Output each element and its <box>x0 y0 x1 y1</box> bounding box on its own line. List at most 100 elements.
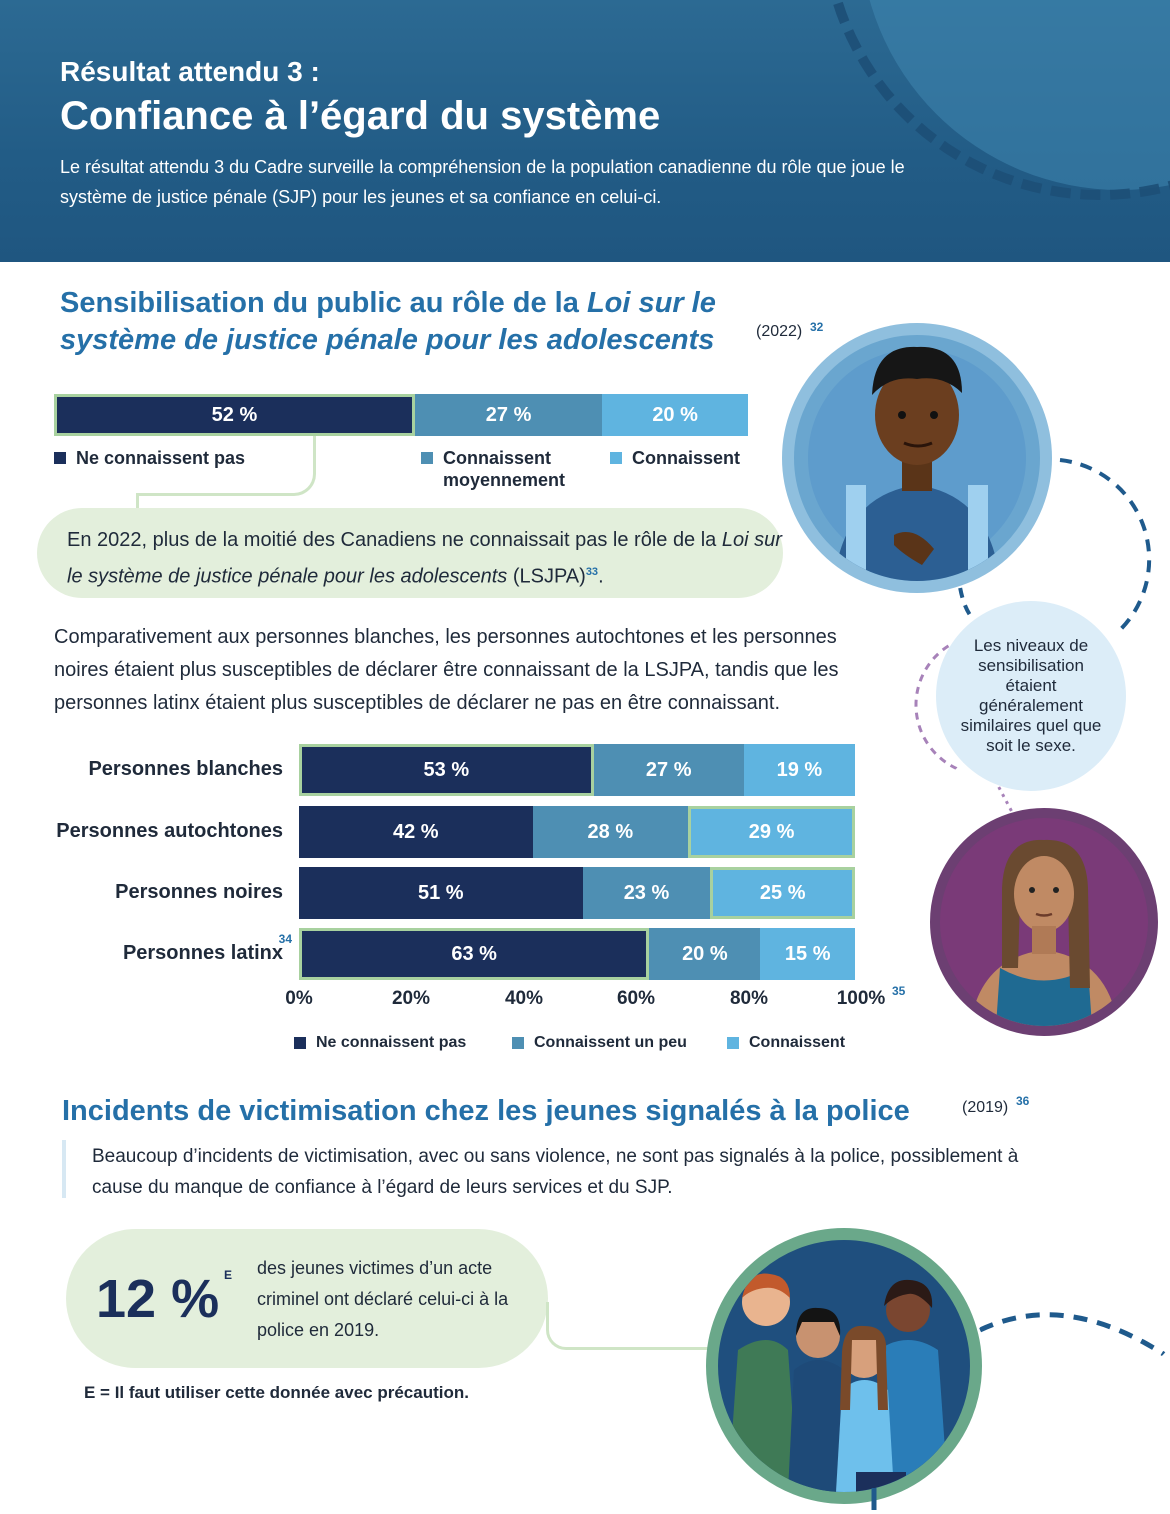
caution-note: E = Il faut utiliser cette donnée avec p… <box>84 1383 469 1402</box>
segment-not-knowing: 52 % <box>54 394 415 436</box>
category-label: Personnes noires <box>0 881 283 904</box>
legend-swatch <box>294 1037 306 1049</box>
segment-knowing: 15 % <box>760 928 855 980</box>
illustration-youth-group <box>706 1228 982 1504</box>
data-label: 53 % <box>423 758 470 781</box>
x-tick-label: 60% <box>616 988 656 1009</box>
stat-value: 12 % <box>96 1269 220 1329</box>
data-label: 42 % <box>392 820 439 843</box>
callout-lsjpa: En 2022, plus de la moitié des Canadiens… <box>37 508 783 598</box>
legend-label: Connaissent moyennement <box>443 448 566 490</box>
section2-year: (2019) <box>962 1099 1009 1116</box>
category-text: Personnes latinx <box>122 942 283 964</box>
callout-text: En 2022, plus de la moitié des Canadiens… <box>67 529 722 551</box>
legend-swatch <box>610 452 622 464</box>
legend-label: Ne connaissent pas <box>316 1034 467 1051</box>
x-tick-label: 80% <box>729 988 769 1009</box>
category-text: Personnes autochtones <box>56 820 283 842</box>
overall-stacked-bar: 52 % 27 % 20 % <box>54 394 748 436</box>
legend-swatch <box>54 452 66 464</box>
page-title: Confiance à l’égard du système <box>60 94 661 138</box>
legend-swatch <box>421 452 433 464</box>
category-label: Personnes autochtones <box>0 820 283 843</box>
data-label: 28 % <box>587 820 634 843</box>
person-icon <box>970 839 1118 1026</box>
category-label: Personnes blanches <box>0 758 283 781</box>
segment-knowing: 20 % <box>602 394 748 436</box>
legend-label: Connaissent un peu <box>534 1034 687 1051</box>
callout-italic: Loi sur le système de justice pénale pou… <box>67 529 782 588</box>
data-label: 20 % <box>682 942 728 965</box>
section1-footnote: 32 <box>810 320 824 334</box>
segment-not-knowing: 53 % <box>299 744 594 796</box>
section2-footnote: 36 <box>1016 1094 1030 1108</box>
legend2-item-knowing: Connaissent <box>727 1034 845 1052</box>
stat-description: des jeunes victimes d’un acte criminel o… <box>257 1258 509 1340</box>
connector-line <box>136 493 139 511</box>
data-label: 27 % <box>485 403 532 426</box>
group-icon <box>728 1273 948 1492</box>
x-tick-label: 0% <box>285 988 313 1009</box>
comparison-paragraph: Comparativement aux personnes blanches, … <box>54 626 839 714</box>
data-label: 15 % <box>784 942 831 965</box>
dotted-connector-arc <box>914 638 961 772</box>
segment-knowing: 25 % <box>710 867 855 919</box>
dotted-connector <box>993 779 1014 813</box>
illustration-youth-boy <box>782 323 1052 593</box>
data-label: 51 % <box>417 881 464 904</box>
person-icon <box>834 346 1000 581</box>
segment-not-knowing: 42 % <box>299 806 533 858</box>
segment-some: 23 % <box>582 867 711 919</box>
segment-not-knowing: 51 % <box>299 867 583 919</box>
segment-not-knowing: 63 % <box>299 928 650 980</box>
data-label: 23 % <box>623 881 670 904</box>
data-label: 63 % <box>451 942 497 965</box>
legend1-item-not-knowing: Ne connaissent pas <box>54 447 245 469</box>
legend-swatch <box>512 1037 524 1049</box>
stat-footnote: E <box>224 1268 233 1282</box>
header-description: Le résultat attendu 3 du Cadre surveille… <box>60 157 905 207</box>
section1-year: (2022) <box>756 323 803 340</box>
gender-note-bubble: Les niveaux de sensibilisation étaient g… <box>936 601 1126 791</box>
segment-moderate: 27 % <box>414 394 603 436</box>
x-axis-footnote: 35 <box>892 984 906 998</box>
category-footnote: 34 <box>278 932 292 946</box>
illustration-youth-girl <box>930 808 1158 1036</box>
connector-line <box>546 1302 718 1350</box>
callout-abbr: (LSJPA) <box>507 565 586 588</box>
quote-bar <box>62 1140 66 1198</box>
x-tick-label: 40% <box>504 988 544 1009</box>
x-tick-label: 20% <box>391 988 431 1009</box>
data-label: 52 % <box>211 403 258 426</box>
section2-description: Beaucoup d’incidents de victimisation, a… <box>92 1146 1019 1198</box>
section1-title-plain: Sensibilisation du public au rôle de la <box>60 287 587 319</box>
stat-callout <box>66 1229 548 1368</box>
x-tick-label: 100% <box>836 988 886 1009</box>
segment-knowing: 19 % <box>743 744 855 796</box>
legend-label: Connaissent <box>749 1034 846 1051</box>
segment-some: 20 % <box>649 928 761 980</box>
section1-title-italic: Loi sur le système de justice pénale pou… <box>60 287 716 356</box>
data-label: 20 % <box>652 403 698 426</box>
data-label: 19 % <box>776 758 823 781</box>
legend-label: Connaissent <box>632 448 741 468</box>
header-kicker: Résultat attendu 3 : <box>60 56 320 87</box>
legend1-item-knowing: Connaissent <box>610 447 740 469</box>
legend2-item-not-knowing: Ne connaissent pas <box>294 1034 466 1052</box>
callout-footnote: 33 <box>585 566 599 578</box>
data-label: 25 % <box>759 881 806 904</box>
data-label: 29 % <box>748 820 795 843</box>
category-text: Personnes blanches <box>88 758 283 780</box>
dashed-connector <box>871 1488 877 1510</box>
legend-swatch <box>727 1037 739 1049</box>
category-text: Personnes noires <box>115 881 283 903</box>
dashed-connector-arc <box>978 1312 1167 1358</box>
legend-label: Ne connaissent pas <box>76 448 246 468</box>
section2-title: Incidents de victimisation chez les jeun… <box>62 1095 910 1127</box>
header-band: Résultat attendu 3 : Confiance à l’égard… <box>0 0 1170 262</box>
callout-dot: . <box>598 565 604 588</box>
segment-some: 27 % <box>593 744 744 796</box>
legend1-item-moderate: Connaissent moyennement <box>421 447 591 491</box>
segment-some: 28 % <box>532 806 689 858</box>
connector-line <box>138 436 316 496</box>
